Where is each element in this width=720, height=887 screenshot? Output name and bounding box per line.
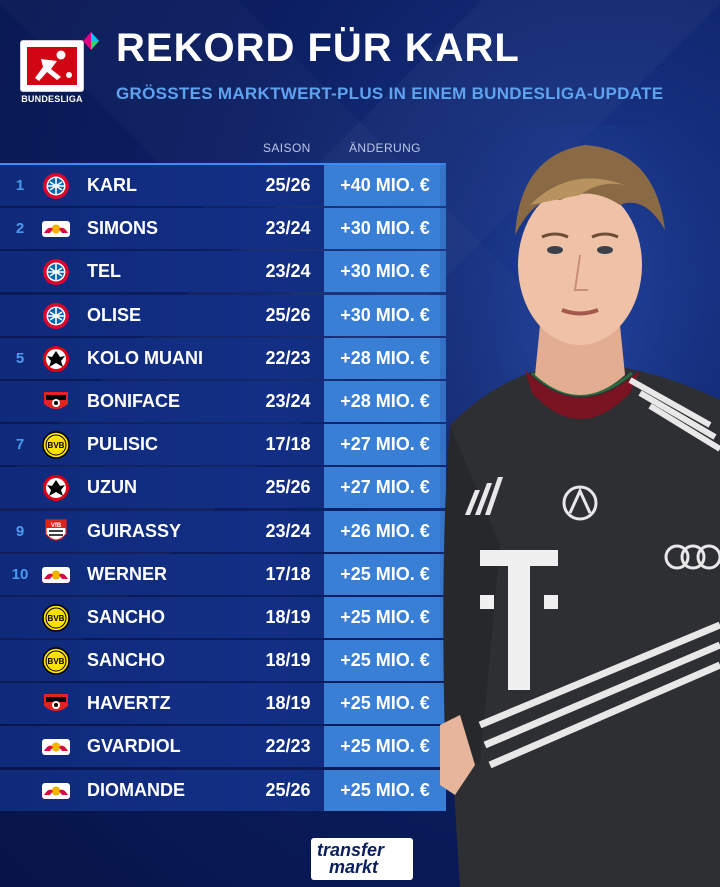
leipzig-crest-icon: [41, 733, 71, 761]
table-row: 5 KOLO MUANI 22/23 +28 MIO. €: [0, 337, 446, 379]
value-change-cell: +27 MIO. €: [324, 424, 446, 466]
player-name: OLISE: [87, 304, 142, 325]
frankfurt-crest-icon: [41, 474, 71, 502]
season-cell: 25/26: [265, 477, 311, 498]
frankfurt-crest-icon: [41, 345, 71, 373]
value-change-cell: +27 MIO. €: [324, 467, 446, 509]
player-name: GVARDIOL: [87, 736, 181, 757]
value-change-cell: +25 MIO. €: [324, 726, 446, 768]
value-change-cell: +30 MIO. €: [324, 208, 446, 250]
season-cell: 25/26: [265, 304, 311, 325]
season-cell: 23/24: [265, 218, 311, 239]
value-change-cell: +25 MIO. €: [324, 683, 446, 725]
diamond-icon: [83, 32, 99, 50]
leipzig-crest-icon: [41, 561, 71, 589]
svg-text:BVB: BVB: [48, 657, 65, 666]
season-cell: 17/18: [265, 434, 311, 455]
transfermarkt-logo-line2: markt: [329, 857, 379, 877]
ranking-table: 1 KARL 25/26 +40 MIO. € 2 SIMONS 23/24 +30 MIO.…: [0, 163, 446, 813]
player-photo: [440, 125, 720, 887]
season-cell: 22/23: [265, 736, 311, 757]
player-name: GUIRASSY: [87, 520, 182, 541]
row-rank: 1: [15, 177, 25, 194]
value-change-cell: +25 MIO. €: [324, 640, 446, 682]
dortmund-crest-icon: BVB: [41, 647, 71, 675]
value-change-cell: +25 MIO. €: [324, 596, 446, 638]
row-rank: 9: [15, 522, 25, 540]
player-name: PULISIC: [87, 434, 159, 455]
bundesliga-logo-mark: [20, 40, 84, 92]
table-row: BONIFACE 23/24 +28 MIO. €: [0, 380, 446, 422]
row-rank: 2: [15, 220, 25, 238]
page-subtitle: GRÖSSTES MARKTWERT-PLUS IN EINEM BUNDESL…: [116, 84, 664, 103]
player-name: WERNER: [87, 563, 167, 584]
season-cell: 22/23: [265, 347, 311, 368]
season-cell: 23/24: [265, 261, 311, 282]
bayern-crest-icon: [41, 258, 71, 286]
season-cell: 18/19: [265, 650, 311, 671]
table-row: HAVERTZ 18/19 +25 MIO. €: [0, 683, 446, 725]
season-cell: 18/19: [265, 693, 311, 714]
row-rank: 10: [11, 565, 29, 583]
value-change-cell: +28 MIO. €: [324, 337, 446, 379]
bundesliga-logo-text: BUNDESLIGA: [21, 94, 83, 104]
value-change-cell: +25 MIO. €: [324, 553, 446, 595]
player-name: HAVERTZ: [87, 693, 171, 714]
value-change-cell: +40 MIO. €: [324, 165, 446, 206]
stuttgart-crest-icon: VfB: [41, 518, 71, 546]
svg-text:BVB: BVB: [48, 614, 65, 623]
value-change-cell: +28 MIO. €: [324, 380, 446, 422]
table-row: BVB SANCHO 18/19 +25 MIO. €: [0, 640, 446, 682]
bayern-crest-icon: [41, 172, 71, 200]
table-row: 9 VfB GUIRASSY 23/24 +26 MIO. €: [0, 510, 446, 552]
leipzig-crest-icon: [41, 777, 71, 805]
player-name: DIOMANDE: [87, 779, 185, 800]
table-row: 10 WERNER 17/18 +25 MIO. €: [0, 553, 446, 595]
table-row: 2 SIMONS 23/24 +30 MIO. €: [0, 208, 446, 250]
row-rank: 7: [15, 436, 25, 454]
bayern-crest-icon: [41, 302, 71, 330]
leverkusen-crest-icon: [41, 388, 71, 416]
table-row: OLISE 25/26 +30 MIO. €: [0, 294, 446, 336]
player-name: UZUN: [87, 477, 137, 498]
column-header-season: SAISON: [263, 141, 311, 155]
season-cell: 18/19: [265, 606, 311, 627]
dortmund-crest-icon: BVB: [41, 431, 71, 459]
table-row: TEL 23/24 +30 MIO. €: [0, 251, 446, 293]
table-row: 7 BVB PULISIC 17/18 +27 MIO. €: [0, 424, 446, 466]
season-cell: 23/24: [265, 520, 311, 541]
transfermarkt-logo: transfer markt: [311, 838, 413, 880]
svg-text:BVB: BVB: [48, 441, 65, 450]
table-row: GVARDIOL 22/23 +25 MIO. €: [0, 726, 446, 768]
player-name: KARL: [87, 175, 137, 195]
row-rank: 5: [15, 349, 25, 367]
table-row: 1 KARL 25/26 +40 MIO. €: [0, 163, 446, 206]
value-change-cell: +26 MIO. €: [324, 510, 446, 552]
season-cell: 17/18: [265, 563, 311, 584]
bundesliga-logo: BUNDESLIGA: [20, 40, 84, 106]
value-change-cell: +30 MIO. €: [324, 251, 446, 293]
value-change-cell: +30 MIO. €: [324, 294, 446, 336]
transfermarkt-logo-line1: transfer: [317, 840, 385, 860]
season-cell: 25/26: [265, 779, 311, 800]
player-name: SANCHO: [87, 650, 166, 671]
table-row: BVB SANCHO 18/19 +25 MIO. €: [0, 596, 446, 638]
leverkusen-crest-icon: [41, 690, 71, 718]
dortmund-crest-icon: BVB: [41, 604, 71, 632]
season-cell: 25/26: [265, 175, 311, 195]
season-cell: 23/24: [265, 390, 311, 411]
player-name: KOLO MUANI: [87, 347, 203, 368]
table-row: DIOMANDE 25/26 +25 MIO. €: [0, 769, 446, 811]
player-name: BONIFACE: [87, 390, 181, 411]
player-name: SANCHO: [87, 606, 166, 627]
value-change-cell: +25 MIO. €: [324, 769, 446, 811]
svg-text:VfB: VfB: [51, 523, 62, 529]
page-title: REKORD FÜR KARL: [116, 26, 520, 70]
player-name: TEL: [87, 261, 121, 282]
table-row: UZUN 25/26 +27 MIO. €: [0, 467, 446, 509]
leipzig-crest-icon: [41, 215, 71, 243]
player-name: SIMONS: [87, 218, 159, 239]
column-header-change: ÄNDERUNG: [349, 141, 421, 155]
